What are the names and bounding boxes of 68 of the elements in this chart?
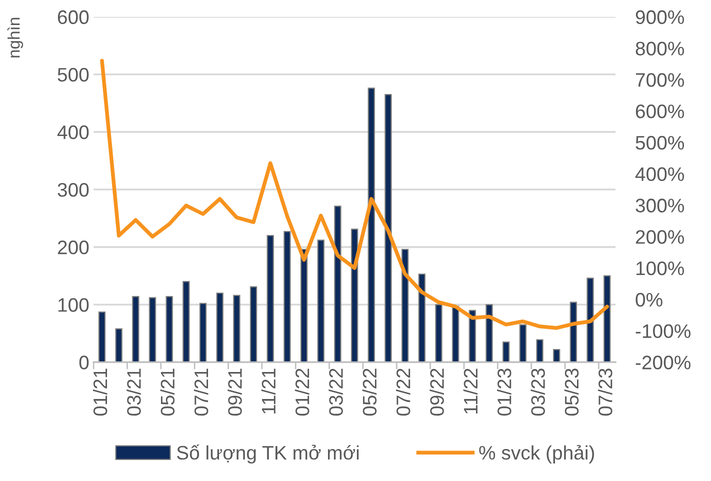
bar	[536, 339, 544, 362]
bar	[401, 248, 409, 362]
bar	[115, 328, 122, 362]
x-tick-label: 03/23	[530, 368, 545, 416]
bar	[519, 324, 526, 362]
legend-label: Số lượng TK mở mới	[176, 444, 359, 464]
x-tick-label: 05/23	[564, 368, 579, 416]
bar	[368, 88, 375, 362]
x-tick-label: 05/22	[362, 368, 377, 416]
bar	[132, 296, 140, 362]
y-tick-label: 500	[58, 68, 89, 82]
bar	[486, 304, 493, 362]
bar	[604, 275, 611, 362]
bar	[334, 206, 342, 362]
y-axis-title: nghìn	[7, 18, 24, 58]
y2-tick-label: 300%	[636, 198, 684, 212]
x-tick-label: 07/22	[396, 368, 410, 416]
y2-tick-label: -200%	[636, 356, 690, 370]
x-tick-label: 11/21	[261, 368, 276, 414]
bar	[216, 292, 224, 362]
bar	[284, 230, 291, 362]
bar	[317, 240, 324, 362]
legend-label: % svck (phải)	[479, 444, 594, 464]
bar	[266, 235, 274, 362]
x-tick-label: 01/22	[294, 368, 310, 416]
bar	[148, 297, 156, 362]
bar	[418, 274, 426, 362]
line-series	[100, 58, 609, 330]
y2-tick-label: -100%	[636, 324, 690, 338]
bar	[384, 94, 392, 362]
bar	[350, 228, 358, 362]
y-tick-label: 100	[58, 298, 89, 312]
y-tick-label: 300	[58, 182, 89, 197]
y2-tick-label: 0%	[636, 292, 662, 307]
x-tick-label: 07/23	[598, 368, 612, 416]
bar	[166, 296, 173, 362]
bar	[452, 306, 460, 362]
bar	[502, 341, 510, 362]
x-tick-label: 09/22	[430, 368, 444, 416]
y2-tick-label: 600%	[636, 104, 684, 118]
bar	[233, 294, 240, 362]
y2-tick-label: 200%	[636, 230, 684, 244]
bar	[199, 302, 207, 362]
y2-tick-label: 800%	[636, 42, 684, 56]
bar	[250, 286, 258, 362]
bar	[98, 312, 106, 362]
x-tick-label: 05/21	[160, 368, 175, 416]
x-tick-label: 01/23	[497, 368, 512, 416]
x-tick-label: 09/21	[228, 368, 242, 416]
y2-tick-label: 900%	[636, 10, 684, 24]
y-tick-label: 400	[57, 125, 89, 140]
bar	[182, 281, 190, 362]
y2-tick-label: 400%	[635, 167, 684, 182]
y2-tick-label: 500%	[636, 136, 684, 150]
y-tick-label: 0	[79, 356, 89, 370]
bar	[586, 278, 594, 362]
x-tick-label: 01/21	[92, 368, 108, 416]
x-tick-label: 11/22	[463, 368, 478, 414]
x-tick-label: 07/21	[194, 368, 208, 416]
y-tick-label: 200	[58, 240, 89, 254]
bar	[570, 302, 578, 362]
x-tick-label: 03/21	[126, 368, 141, 416]
y2-tick-label: 100%	[636, 261, 684, 276]
y-tick-label: 600	[58, 10, 89, 24]
x-tick-label: 03/22	[328, 368, 343, 416]
bar	[435, 304, 442, 362]
y2-tick-label: 700%	[636, 73, 684, 87]
bar	[553, 348, 560, 362]
